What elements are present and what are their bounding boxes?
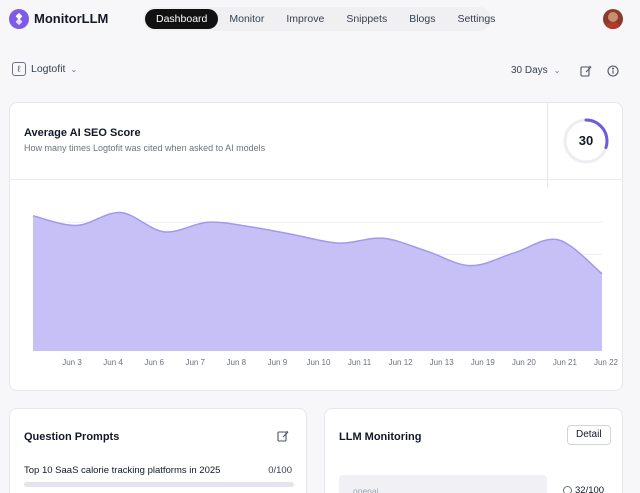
chevron-down-icon: ⌄ xyxy=(553,66,561,75)
x-tick-label: Jun 21 xyxy=(553,358,578,367)
score-value: 30 xyxy=(578,133,594,148)
user-avatar[interactable] xyxy=(603,9,623,29)
question-prompts-card: Question Prompts Top 10 SaaS calorie tra… xyxy=(9,408,307,493)
score-card-subtitle: How many times Logtofit was cited when a… xyxy=(24,143,266,153)
brand-name[interactable]: MonitorLLM xyxy=(34,11,109,26)
x-tick-label: Jun 20 xyxy=(512,358,537,367)
area-fill xyxy=(33,212,602,351)
nav-dashboard[interactable]: Dashboard xyxy=(145,9,219,29)
prompt-item-text[interactable]: Top 10 SaaS calorie tracking platforms i… xyxy=(24,465,221,476)
divider xyxy=(10,179,622,180)
x-tick-label: Jun 9 xyxy=(268,358,288,367)
nav-monitor[interactable]: Monitor xyxy=(229,13,265,25)
x-tick-label: Jun 22 xyxy=(594,358,619,367)
score-card-title: Average AI SEO Score xyxy=(24,127,141,139)
model-score-value: 32/100 xyxy=(575,485,605,493)
x-tick-label: Jun 13 xyxy=(430,358,455,367)
model-score: 32/100 xyxy=(563,485,604,493)
project-name: Logtofit xyxy=(31,63,66,75)
chevron-down-icon: ⌄ xyxy=(70,64,78,74)
nav-improve[interactable]: Improve xyxy=(286,13,325,25)
project-icon: ℓ xyxy=(12,62,26,76)
x-tick-label: Jun 12 xyxy=(389,358,414,367)
prompts-card-title: Question Prompts xyxy=(24,431,120,443)
main-nav: Dashboard Monitor Improve Snippets Blogs… xyxy=(143,7,495,31)
x-tick-label: Jun 3 xyxy=(62,358,82,367)
date-range-selector[interactable]: 30 Days ⌄ xyxy=(511,65,560,76)
score-gauge xyxy=(563,118,609,164)
model-row[interactable]: openai xyxy=(339,475,547,493)
llm-monitoring-card: LLM Monitoring Detail openai 32/100 xyxy=(324,408,623,493)
nav-snippets[interactable]: Snippets xyxy=(346,13,388,25)
project-selector[interactable]: ℓ Logtofit ⌄ xyxy=(12,62,77,76)
llm-card-title: LLM Monitoring xyxy=(339,431,422,443)
x-tick-label: Jun 6 xyxy=(144,358,164,367)
brand-logo-icon[interactable] xyxy=(9,9,29,29)
series-line xyxy=(32,211,603,275)
info-icon[interactable] xyxy=(606,64,620,78)
x-tick-label: Jun 7 xyxy=(185,358,205,367)
detail-button[interactable]: Detail xyxy=(567,425,611,445)
x-tick-label: Jun 11 xyxy=(348,358,372,367)
prompt-item-count: 0/100 xyxy=(268,465,292,476)
x-tick-label: Jun 19 xyxy=(471,358,496,367)
nav-blogs[interactable]: Blogs xyxy=(409,13,436,25)
top-header: MonitorLLM Dashboard Monitor Improve Sni… xyxy=(0,0,640,40)
x-tick-label: Jun 4 xyxy=(103,358,123,367)
date-range-label: 30 Days xyxy=(511,65,548,76)
score-area-chart: Jun 3 Jun 4 Jun 6 Jun 7 Jun 8 Jun 9 Jun 10 Jun … xyxy=(32,211,619,367)
divider xyxy=(547,103,548,187)
x-tick-label: Jun 10 xyxy=(306,358,331,367)
model-name: openai xyxy=(353,486,379,493)
prompt-progress-bar xyxy=(24,482,294,487)
ai-seo-score-card: Average AI SEO Score How many times Logt… xyxy=(9,102,623,391)
openai-icon xyxy=(563,486,572,493)
nav-settings[interactable]: Settings xyxy=(457,13,496,25)
edit-prompts-icon[interactable] xyxy=(276,429,290,443)
edit-icon[interactable] xyxy=(579,64,593,78)
x-tick-label: Jun 8 xyxy=(227,358,247,367)
